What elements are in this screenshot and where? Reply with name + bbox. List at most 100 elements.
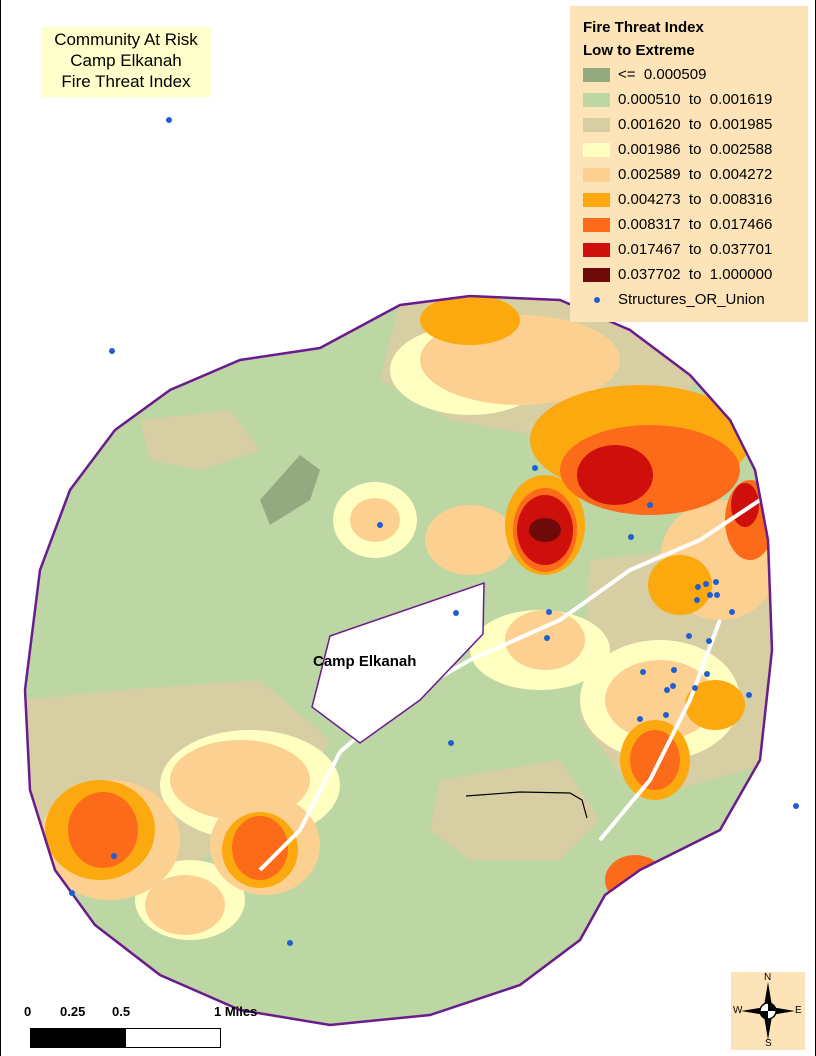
legend-swatch [583, 217, 610, 232]
scale-label-025: 0.25 [60, 1004, 86, 1019]
camp-polygon [311, 581, 485, 744]
legend-label: 0.000510 to 0.001619 [618, 91, 773, 108]
legend-row: 0.002589 to 0.004272 [583, 162, 808, 187]
legend-swatch [583, 167, 610, 182]
legend-row: 0.004273 to 0.008316 [583, 187, 808, 212]
zone-orange-e2 [685, 680, 745, 730]
structure-point [706, 638, 712, 644]
structure-point [692, 685, 698, 691]
legend-title: Fire Threat Index [583, 19, 704, 36]
compass-w: W [733, 1005, 743, 1016]
structure-point [448, 740, 454, 746]
structure-point [694, 597, 700, 603]
legend-swatch [583, 142, 610, 157]
structure-dot-icon [583, 293, 610, 307]
legend-row: 0.008317 to 0.017466 [583, 212, 808, 237]
structure-point [670, 683, 676, 689]
scale-segment-white [125, 1028, 221, 1048]
area-boundary [23, 294, 774, 1027]
structure-point [453, 610, 459, 616]
compass-e: E [795, 1005, 802, 1016]
title-line-3: Fire Threat Index [61, 72, 191, 91]
zone-redorange-sw [68, 792, 138, 868]
legend-swatch [583, 267, 610, 282]
structure-point [714, 592, 720, 598]
zone-orange-n [420, 296, 520, 345]
structure-point [703, 581, 709, 587]
structure-point [686, 633, 692, 639]
structure-point [647, 502, 653, 508]
legend-structures-label: Structures_OR_Union [618, 291, 765, 308]
structure-point [532, 465, 538, 471]
legend-swatch [583, 92, 610, 107]
structures-layer [69, 117, 799, 946]
frame-left [0, 0, 1, 1056]
compass-rose-icon [741, 982, 795, 1040]
legend-row: 0.000510 to 0.001619 [583, 87, 808, 112]
legend-swatch [583, 192, 610, 207]
zone-tan-south [430, 760, 600, 860]
legend-row: 0.001620 to 0.001985 [583, 112, 808, 137]
zone-red-ne [577, 445, 653, 505]
structure-point [640, 669, 646, 675]
structure-point [628, 534, 634, 540]
structure-point [69, 890, 75, 896]
zone-lowest [260, 455, 320, 525]
structure-point [707, 592, 713, 598]
road-white-se [598, 619, 722, 842]
legend-subtitle: Low to Extreme [583, 42, 695, 59]
legend-row: 0.001986 to 0.002588 [583, 137, 808, 162]
legend-label: 0.002589 to 0.004272 [618, 166, 773, 183]
scale-bar: 0 0.25 0.5 1 Miles [20, 1004, 280, 1050]
zone-lorange-2 [350, 498, 400, 542]
structure-point [713, 579, 719, 585]
scale-segment-black [30, 1028, 126, 1048]
scale-label-1: 1 Miles [214, 1004, 258, 1019]
zone-orange-e1 [648, 555, 712, 615]
structure-point [637, 716, 643, 722]
legend-row: <= 0.000509 [583, 62, 808, 87]
compass-n: N [764, 972, 772, 983]
zone-tan-west [140, 410, 260, 470]
zone-extreme [529, 518, 561, 542]
structure-point [671, 667, 677, 673]
structure-point [111, 853, 117, 859]
structure-point [166, 117, 172, 123]
legend-swatch [583, 117, 610, 132]
fire-threat-raster [25, 296, 772, 1025]
title-line-1: Community At Risk [54, 30, 198, 49]
structure-point [704, 671, 710, 677]
legend-row: 0.017467 to 0.037701 [583, 237, 808, 262]
legend-label: <= 0.000509 [618, 66, 707, 83]
legend-label: 0.017467 to 0.037701 [618, 241, 773, 258]
structure-point [746, 692, 752, 698]
structure-point [287, 940, 293, 946]
zone-redorange-s [232, 816, 288, 880]
legend-label: 0.008317 to 0.017466 [618, 216, 773, 233]
structure-point [377, 522, 383, 528]
camp-label: Camp Elkanah [313, 653, 417, 670]
legend-row-structures: Structures_OR_Union [583, 287, 808, 312]
zone-lorange-5 [145, 875, 225, 935]
legend-swatch [583, 67, 610, 82]
structure-point [729, 609, 735, 615]
structure-point [109, 348, 115, 354]
scale-label-0: 0 [24, 1004, 32, 1019]
legend-swatch [583, 242, 610, 257]
legend: Fire Threat Index Low to Extreme <= 0.00… [570, 6, 808, 322]
title-line-2: Camp Elkanah [70, 51, 182, 70]
legend-label: 0.001620 to 0.001985 [618, 116, 773, 133]
structure-point [546, 609, 552, 615]
legend-label: 0.004273 to 0.008316 [618, 191, 773, 208]
structure-point [663, 712, 669, 718]
compass-s: S [765, 1038, 772, 1049]
legend-label: 0.001986 to 0.002588 [618, 141, 773, 158]
structure-point [664, 687, 670, 693]
legend-row: 0.037702 to 1.000000 [583, 262, 808, 287]
structure-point [793, 803, 799, 809]
zone-lorange-7 [605, 660, 715, 740]
structure-point [695, 584, 701, 590]
legend-label: 0.037702 to 1.000000 [618, 266, 773, 283]
structure-point [544, 635, 550, 641]
